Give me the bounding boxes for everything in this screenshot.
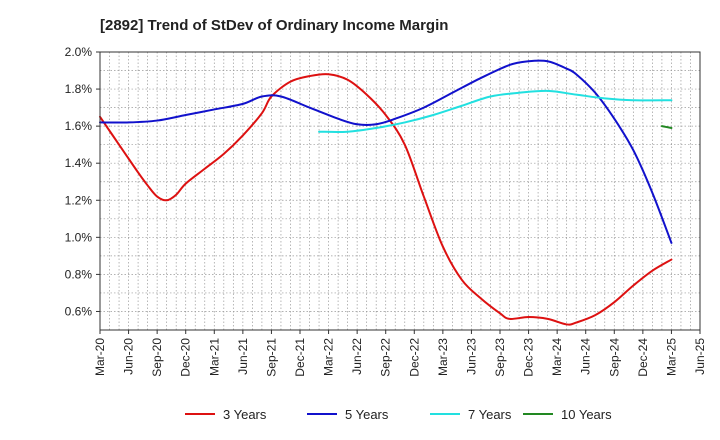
plot-border xyxy=(99,51,701,331)
x-tick-label: Dec-23 xyxy=(522,338,536,377)
y-tick-label: 1.0% xyxy=(65,230,93,244)
grid xyxy=(100,52,700,330)
x-tick-label: Mar-20 xyxy=(93,338,107,376)
x-tick-label: Dec-21 xyxy=(293,338,307,377)
series-line-1 xyxy=(99,73,673,326)
y-tick-label: 1.8% xyxy=(65,82,93,96)
x-tick-label: Sep-23 xyxy=(493,338,507,377)
x-tick-label: Jun-24 xyxy=(579,338,593,375)
y-axis: 0.6% 0.8% 1.0% 1.2% 1.4% 1.6% 1.8% 2.0% xyxy=(65,45,100,318)
legend-label: 3 Years xyxy=(223,407,267,422)
y-tick-label: 0.8% xyxy=(65,267,93,281)
x-tick-label: Jun-22 xyxy=(350,338,364,375)
x-tick-label: Dec-20 xyxy=(179,338,193,377)
x-tick-label: Sep-21 xyxy=(264,338,278,377)
x-tick-label: Dec-22 xyxy=(407,338,421,377)
x-tick-label: Jun-25 xyxy=(693,338,707,375)
y-tick-label: 1.6% xyxy=(65,119,93,133)
x-axis: Mar-20 Jun-20 Sep-20 Dec-20 Mar-21 Jun-21 Sep-… xyxy=(93,330,707,377)
series-line-2 xyxy=(99,59,673,244)
x-tick-label: Sep-24 xyxy=(607,338,621,377)
legend-label: 5 Years xyxy=(345,407,389,422)
chart-title: [2892] Trend of StDev of Ordinary Income… xyxy=(100,17,448,34)
x-tick-label: Mar-24 xyxy=(550,338,564,376)
legend-label: 7 Years xyxy=(468,407,512,422)
x-tick-label: Sep-20 xyxy=(150,338,164,377)
y-tick-label: 1.2% xyxy=(65,193,93,207)
x-tick-label: Sep-22 xyxy=(379,338,393,377)
legend-label: 10 Years xyxy=(561,407,612,422)
series-line-4 xyxy=(660,125,673,129)
x-tick-label: Dec-24 xyxy=(636,338,650,377)
y-tick-label: 0.6% xyxy=(65,304,93,318)
plot-area xyxy=(100,52,700,330)
x-tick-label: Jun-20 xyxy=(122,338,136,375)
x-tick-label: Jun-21 xyxy=(236,338,250,375)
y-tick-label: 1.4% xyxy=(65,156,93,170)
series-lines xyxy=(99,59,673,326)
x-tick-label: Mar-22 xyxy=(322,338,336,376)
x-tick-label: Mar-21 xyxy=(207,338,221,376)
x-tick-label: Mar-25 xyxy=(664,338,678,376)
x-tick-label: Jun-23 xyxy=(464,338,478,375)
y-tick-label: 2.0% xyxy=(65,45,93,59)
series-line-3 xyxy=(318,89,673,133)
x-tick-label: Mar-23 xyxy=(436,338,450,376)
legend: 3 Years 5 Years 7 Years 10 Years xyxy=(185,407,612,422)
